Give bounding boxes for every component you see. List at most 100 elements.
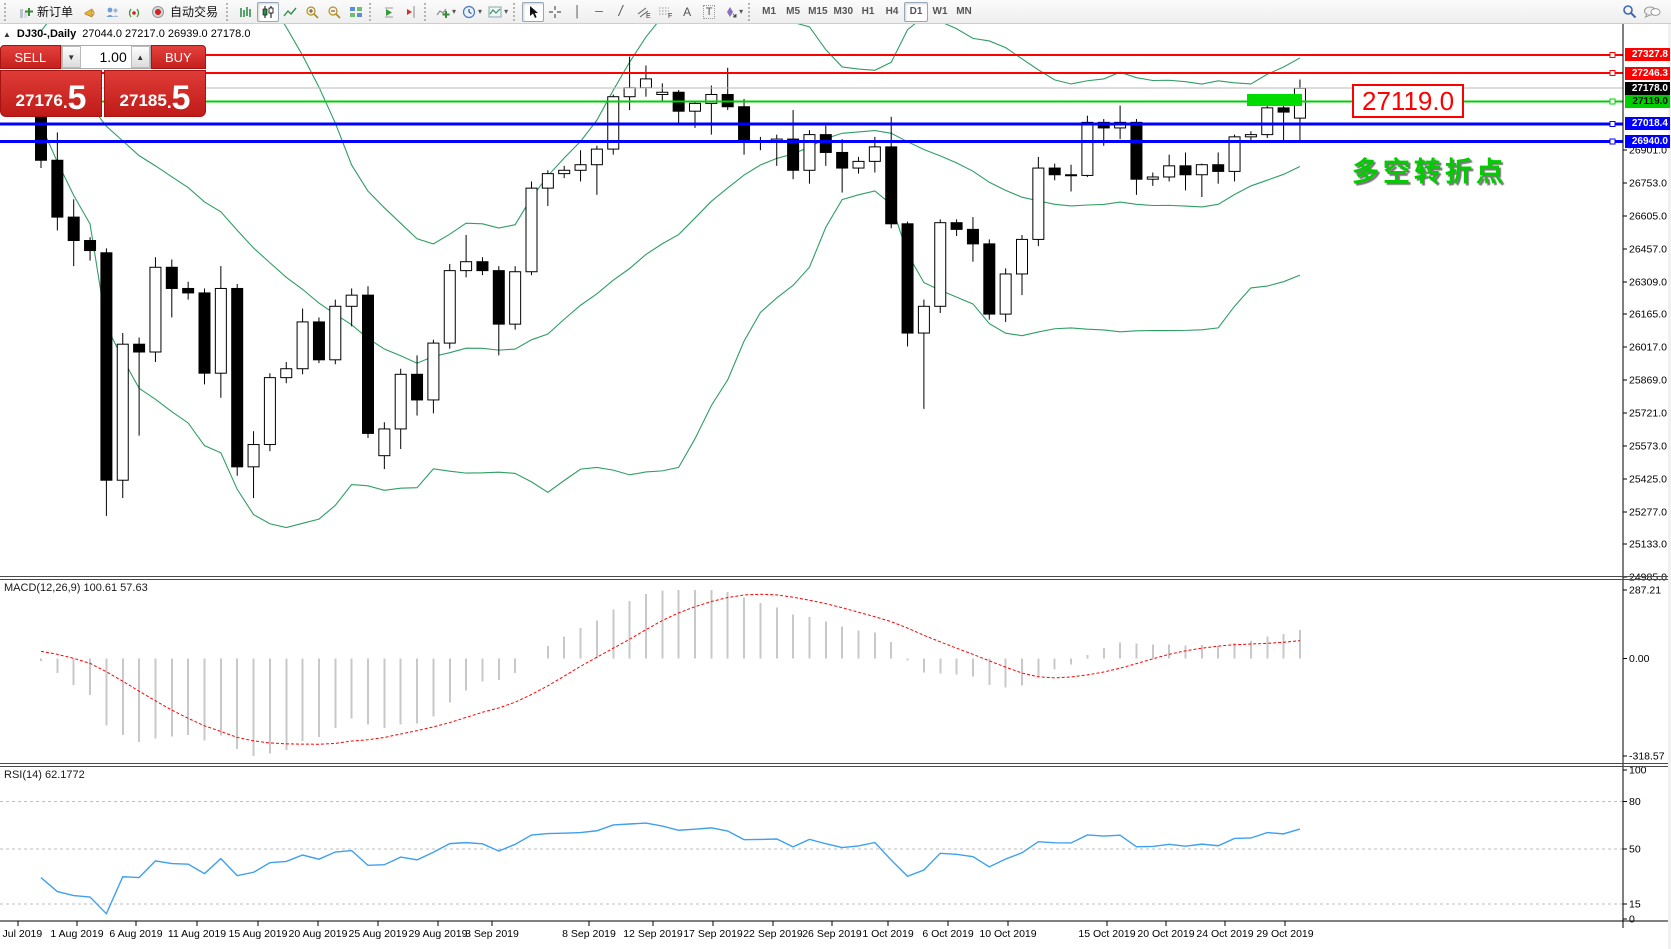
auto-scroll-icon [385,7,394,17]
svg-text:287.21: 287.21 [1629,585,1661,597]
text-tool[interactable]: A [676,2,698,22]
crosshair-icon [549,5,562,18]
ask-frac: 5 [171,79,191,117]
volume-decrease-button[interactable]: ▼ [61,46,81,68]
tf-label: MN [956,6,972,17]
svg-text:1 Oct 2019: 1 Oct 2019 [862,928,914,940]
volume-increase-button[interactable]: ▲ [130,46,150,68]
ask-dot: . [166,93,172,112]
bid-dot: . [62,93,68,112]
svg-text:-318.57: -318.57 [1629,751,1665,763]
clock-icon [462,5,476,18]
volume-input[interactable] [80,46,131,68]
svg-text:11 Aug 2019: 11 Aug 2019 [168,928,226,940]
timeframe-w1[interactable]: W1 [928,2,952,22]
chinese-annotation[interactable]: 多空转折点 [1352,157,1507,187]
line-chart-button[interactable] [279,2,301,22]
chevron-down-icon: ▾ [504,7,509,16]
toolbar-grip[interactable] [4,2,9,21]
timeframe-m1[interactable]: M1 [757,2,781,22]
arrows-tool[interactable]: ▾ [720,2,746,22]
fibonacci-tool[interactable]: F [654,2,676,22]
zoom-in-icon [305,5,319,19]
rsi-indicator-label: RSI(14) 62.1772 [4,769,85,781]
cursor-icon [529,5,538,18]
new-order-icon [20,7,33,18]
volume-box: ▼ ▲ [60,45,151,69]
autotrading-button[interactable]: 自动交易 [145,2,224,22]
svg-text:80: 80 [1629,796,1641,808]
chart-shift-button[interactable] [400,2,422,22]
svg-text:100: 100 [1629,765,1647,777]
timeframe-h1[interactable]: H1 [856,2,880,22]
people-icon [106,7,119,17]
crosshair-tool-button[interactable] [544,2,566,22]
auto-scroll-button[interactable] [378,2,400,22]
horizontal-line-tool[interactable]: — [588,2,610,22]
trendline-tool[interactable]: / [610,2,632,22]
tile-windows-button[interactable] [345,2,367,22]
svg-text:20 Aug 2019: 20 Aug 2019 [289,928,348,940]
svg-text:25869.0: 25869.0 [1629,375,1667,387]
channel-tool[interactable]: E [632,2,654,22]
svg-text:F: F [668,13,672,19]
cursor-tool-button[interactable] [522,1,545,22]
timeframe-m5[interactable]: M5 [781,2,805,22]
sell-button[interactable]: SELL [0,45,61,69]
buy-button[interactable]: BUY [150,45,206,69]
ask-price-button[interactable]: 27185. 5 [104,70,206,117]
candle-chart-icon [262,5,274,18]
timeframe-m30[interactable]: M30 [831,2,856,22]
indicators-icon [436,8,450,18]
toolbar-grip[interactable] [369,2,374,21]
toolbar-grip[interactable] [226,2,231,21]
timeframe-d1[interactable]: D1 [904,1,928,22]
search-icon[interactable] [1622,4,1637,19]
chat-icon[interactable] [1643,5,1661,19]
toolbar-grip[interactable] [424,2,429,21]
bid-price-button[interactable]: 27176. 5 [0,70,102,117]
zoom-in-button[interactable] [301,2,323,22]
tf-label: D1 [909,6,923,17]
zoom-out-button[interactable] [323,2,345,22]
toolbar-grip[interactable] [748,2,753,21]
toolbar-grip[interactable] [513,2,518,21]
timeframe-mn[interactable]: MN [952,2,976,22]
svg-text:15: 15 [1629,899,1641,911]
periods-button[interactable]: ▾ [459,2,485,22]
svg-text:3 Sep 2019: 3 Sep 2019 [465,928,519,940]
bar-chart-button[interactable] [235,2,257,22]
label-tool[interactable]: T [698,2,720,22]
tile-windows-icon [350,6,363,17]
svg-text:10 Oct 2019: 10 Oct 2019 [979,928,1036,940]
vertical-line-tool[interactable]: | [566,2,588,22]
candle-chart-button[interactable] [257,1,280,22]
svg-text:50: 50 [1629,843,1641,855]
horn-icon [84,7,95,18]
svg-text:25721.0: 25721.0 [1629,408,1667,420]
indicators-button[interactable]: ▾ [433,2,459,22]
chart-shift-icon [407,5,415,18]
alerts-button[interactable] [79,2,101,22]
ohlc-label: 27044.0 27217.0 26939.0 27178.0 [82,28,251,40]
community-button[interactable] [101,2,123,22]
new-order-button[interactable]: 新订单 [13,2,79,22]
svg-text:26309.0: 26309.0 [1629,276,1667,288]
channel-icon: E [637,7,651,19]
svg-text:26 Sep 2019: 26 Sep 2019 [802,928,862,940]
tf-label: M30 [833,6,853,17]
svg-text:26457.0: 26457.0 [1629,243,1667,255]
macd-indicator-label: MACD(12,26,9) 100.61 57.63 [4,582,148,594]
signals-button[interactable] [123,2,145,22]
trendline-icon: / [617,4,625,19]
text-icon: A [683,4,692,19]
svg-text:25133.0: 25133.0 [1629,539,1667,551]
timeframe-m15[interactable]: M15 [805,2,830,22]
svg-text:26753.0: 26753.0 [1629,177,1667,189]
panel-collapse-icon[interactable]: ▲ [3,29,11,39]
timeframe-h4[interactable]: H4 [880,2,904,22]
price-callout-annotation[interactable]: 27119.0 [1352,84,1465,118]
window-edge [1668,24,1671,949]
templates-button[interactable]: ▾ [485,2,511,22]
